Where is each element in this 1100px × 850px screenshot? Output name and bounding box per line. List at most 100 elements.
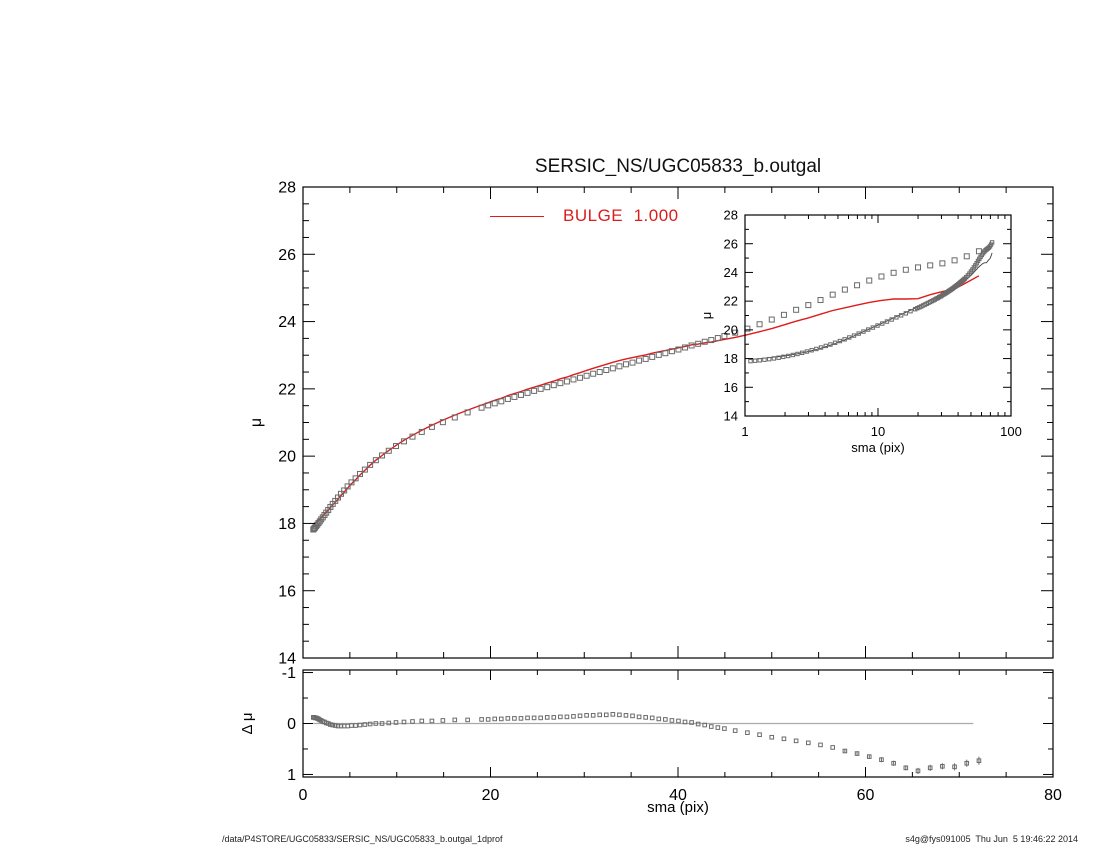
data-point bbox=[809, 348, 814, 353]
plot-title: SERSIC_NS/UGC05833_b.outgal bbox=[534, 156, 822, 177]
data-point bbox=[793, 306, 800, 313]
data-point bbox=[596, 369, 603, 376]
y-tick-label: 24 bbox=[724, 265, 738, 280]
data-point bbox=[814, 346, 819, 352]
data-point bbox=[951, 257, 958, 264]
y-tick-label: 26 bbox=[724, 236, 738, 251]
data-point bbox=[479, 717, 484, 722]
data-point bbox=[337, 490, 344, 497]
data-point bbox=[927, 765, 933, 771]
data-point bbox=[353, 723, 358, 728]
data-point bbox=[505, 716, 511, 721]
data-point bbox=[492, 716, 498, 722]
data-point bbox=[558, 714, 563, 720]
data-point bbox=[348, 479, 355, 486]
y-tick-label: 20 bbox=[278, 449, 296, 466]
data-point bbox=[352, 475, 359, 482]
data-point bbox=[636, 714, 642, 720]
data-point bbox=[544, 384, 551, 391]
data-point bbox=[964, 760, 970, 766]
data-point bbox=[695, 340, 702, 347]
y-tick-label: 0 bbox=[287, 716, 296, 733]
data-point bbox=[818, 345, 824, 350]
data-point bbox=[485, 402, 492, 409]
data-point bbox=[762, 357, 767, 362]
data-point bbox=[708, 337, 715, 344]
data-point bbox=[915, 768, 921, 774]
data-point bbox=[879, 757, 884, 762]
data-point bbox=[903, 311, 909, 316]
legend-label: BULGE 1.000 bbox=[563, 206, 679, 225]
data-point bbox=[379, 452, 386, 459]
main-ylabel: μ bbox=[248, 418, 265, 427]
data-point bbox=[940, 764, 945, 769]
y-tick-label: 28 bbox=[724, 208, 738, 223]
data-point bbox=[410, 719, 415, 724]
x-tick-label: 40 bbox=[669, 787, 687, 804]
data-point bbox=[551, 715, 557, 720]
data-point bbox=[393, 443, 399, 450]
inset-xlabel: sma (pix) bbox=[851, 440, 904, 455]
x-tick-label: 1 bbox=[741, 424, 748, 439]
y-tick-label: 1 bbox=[287, 767, 296, 784]
data-point bbox=[610, 712, 616, 717]
y-tick-label: 14 bbox=[278, 651, 296, 668]
y-tick-label: 18 bbox=[724, 351, 738, 366]
data-point bbox=[603, 367, 610, 374]
bulge-model-line bbox=[312, 275, 980, 526]
data-point bbox=[373, 721, 379, 726]
data-point bbox=[708, 724, 714, 729]
data-point bbox=[908, 308, 913, 314]
data-point bbox=[349, 723, 354, 728]
data-point bbox=[903, 765, 909, 771]
data-point bbox=[616, 363, 623, 370]
x-tick-label: 80 bbox=[1044, 787, 1062, 804]
residual-xlabel: sma (pix) bbox=[647, 799, 709, 816]
data-point bbox=[629, 359, 636, 366]
data-point bbox=[597, 712, 603, 718]
data-point bbox=[952, 764, 957, 770]
data-point bbox=[757, 732, 762, 738]
data-point bbox=[531, 715, 537, 721]
data-point bbox=[544, 715, 550, 720]
data-point bbox=[386, 720, 392, 726]
data-point bbox=[583, 372, 590, 379]
data-point bbox=[341, 487, 348, 494]
data-point bbox=[721, 333, 728, 340]
data-point bbox=[393, 720, 399, 725]
data-point bbox=[894, 315, 899, 320]
data-point bbox=[830, 745, 835, 750]
data-point bbox=[688, 342, 695, 349]
data-point bbox=[748, 358, 753, 364]
data-point bbox=[829, 291, 836, 298]
data-point bbox=[682, 719, 688, 725]
data-point bbox=[418, 428, 425, 435]
data-point bbox=[512, 716, 517, 721]
y-tick-label: 28 bbox=[278, 180, 296, 197]
data-point bbox=[804, 349, 810, 354]
data-point bbox=[649, 353, 656, 360]
data-point bbox=[643, 715, 648, 720]
data-point bbox=[714, 335, 721, 342]
data-point bbox=[805, 302, 812, 309]
data-point bbox=[570, 376, 577, 383]
data-point bbox=[655, 351, 662, 358]
data-point bbox=[669, 718, 675, 723]
data-point bbox=[485, 717, 491, 722]
data-point bbox=[776, 355, 781, 360]
data-point bbox=[889, 317, 894, 322]
data-point bbox=[847, 335, 852, 340]
data-point bbox=[478, 404, 485, 411]
residual-ylabel: Δ μ bbox=[239, 712, 256, 734]
data-point bbox=[818, 742, 823, 748]
data-point bbox=[429, 718, 435, 724]
data-point bbox=[851, 333, 857, 338]
data-point bbox=[861, 329, 866, 334]
x-tick-label: 100 bbox=[1000, 424, 1022, 439]
y-tick-label: 16 bbox=[278, 583, 296, 600]
data-point bbox=[766, 356, 772, 362]
data-point bbox=[870, 325, 876, 330]
bulge-model-line bbox=[750, 252, 993, 360]
data-point bbox=[564, 714, 570, 720]
data-point bbox=[649, 715, 655, 721]
